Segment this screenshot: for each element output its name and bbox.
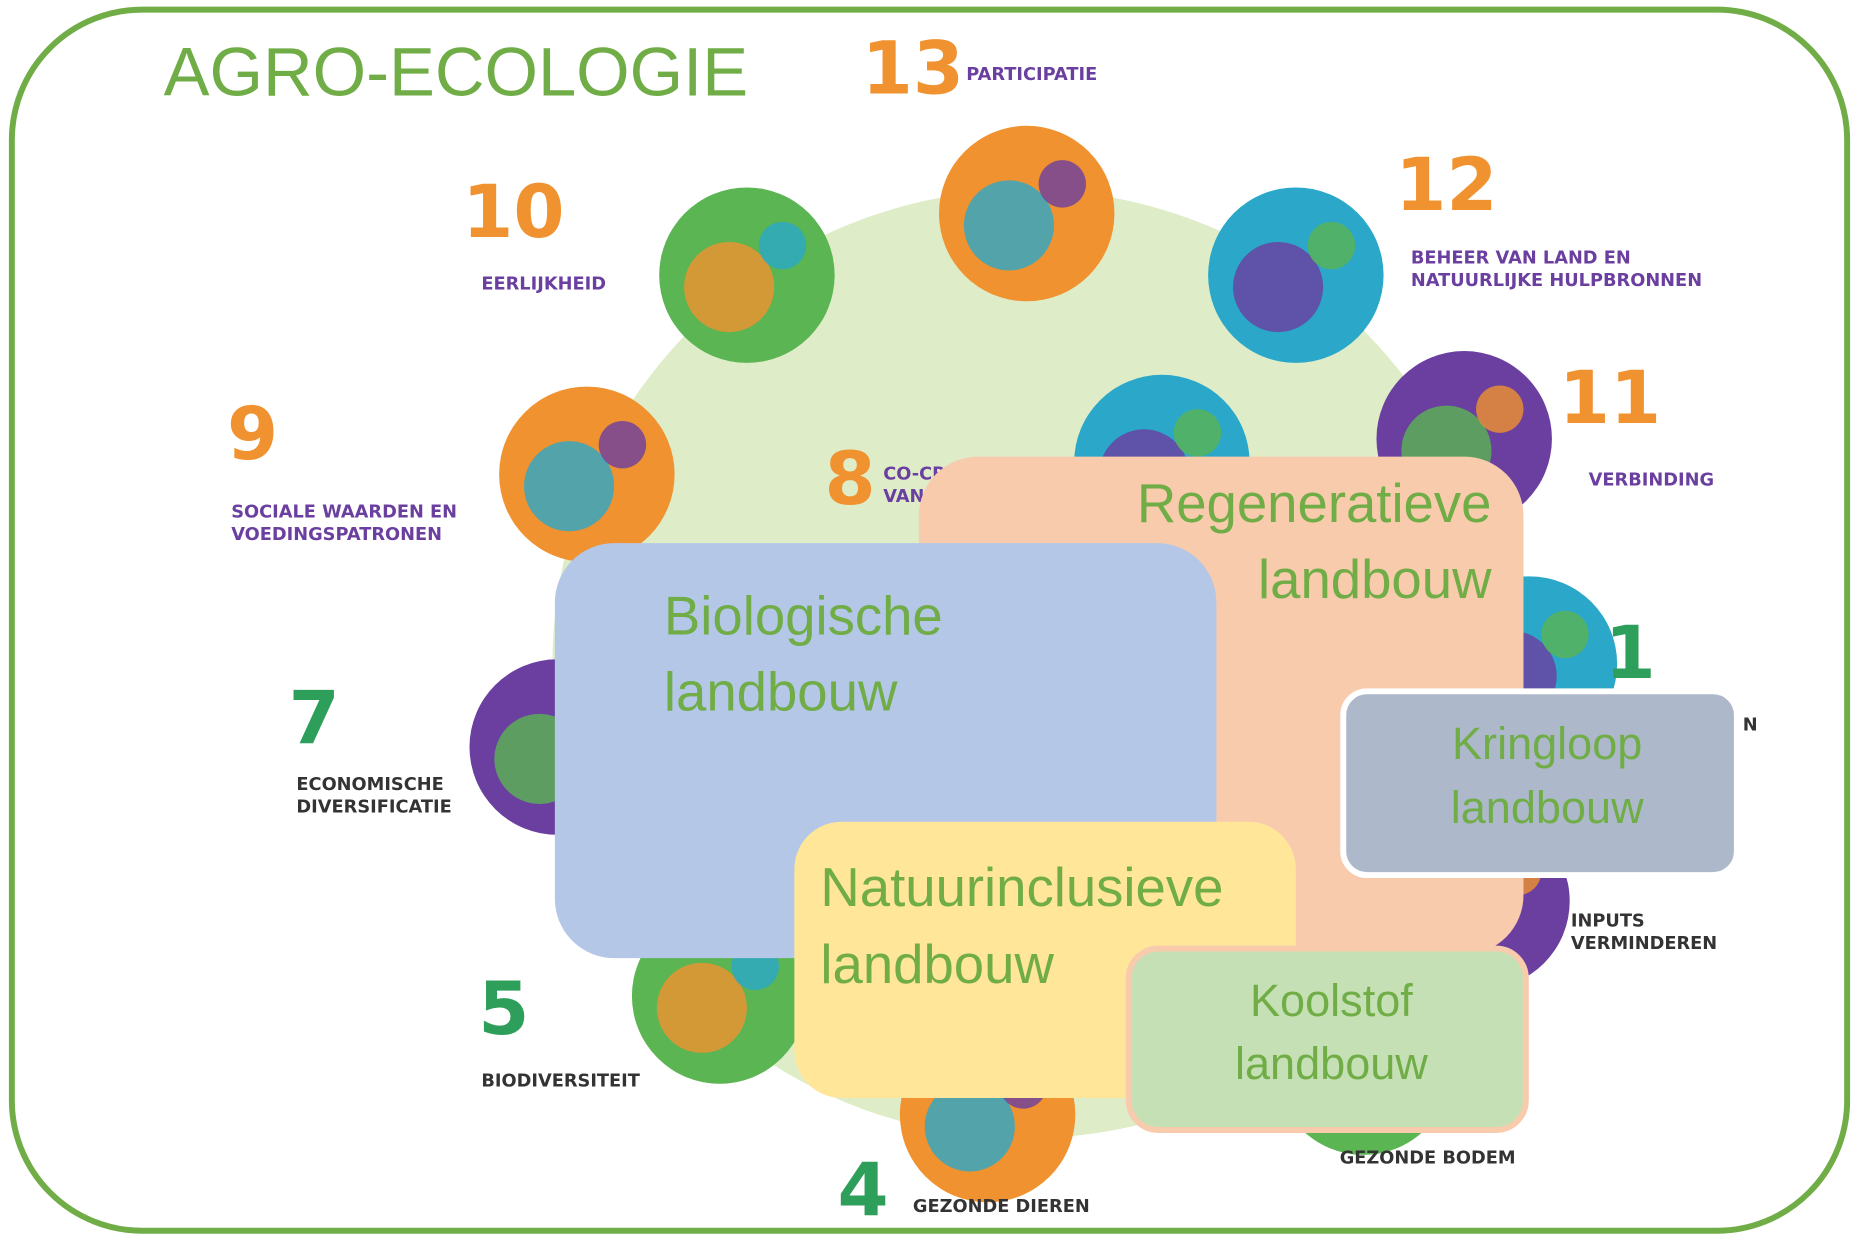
principle-number: 11 [1559, 356, 1661, 441]
principle-number: 13 [862, 27, 964, 112]
approach-label: landbouw [1451, 782, 1644, 833]
principle-number: 9 [227, 392, 278, 477]
principle-label: DIVERSIFICATIE [296, 797, 451, 818]
illustration-inner [524, 441, 614, 531]
principle-label: ECONOMISCHE [296, 774, 443, 795]
principle-number: 5 [478, 967, 529, 1052]
principle-label: GEZONDE DIEREN [913, 1196, 1090, 1217]
principle-label: EERLIJKHEID [481, 274, 606, 295]
illustration-inner [657, 963, 747, 1053]
principle-label: VOEDINGSPATRONEN [231, 524, 442, 545]
principle-number: 7 [289, 676, 340, 761]
principle-label: VERMINDEREN [1571, 933, 1717, 954]
approach-label: landbouw [664, 661, 898, 722]
diagram: AGRO-ECOLOGIE 13PARTICIPATIE 12 BEHEER VAN… [0, 0, 1859, 1238]
illustration-detail [599, 421, 646, 468]
principle-number: 12 [1395, 143, 1497, 228]
principle-number: 8 [824, 437, 875, 522]
illustration-detail [759, 222, 806, 269]
illustration-detail [1541, 611, 1588, 658]
principle-label: BEHEER VAN LAND EN [1411, 248, 1631, 269]
approach-label: Regeneratieve [1137, 473, 1492, 534]
illustration-inner [684, 242, 774, 332]
approach-label: landbouw [820, 934, 1054, 995]
illustration-detail [1174, 409, 1221, 456]
principle-label: PARTICIPATIE [966, 64, 1097, 85]
title: AGRO-ECOLOGIE [164, 33, 748, 110]
illustration-inner [964, 180, 1054, 270]
illustration-detail [1476, 385, 1523, 432]
approach-label: landbouw [1258, 549, 1492, 610]
principle-number: 10 [462, 170, 564, 255]
principle-label: INPUTS [1571, 910, 1645, 931]
principle-label: NATUURLIJKE HULPBRONNEN [1411, 270, 1702, 291]
principle-label: GEZONDE BODEM [1340, 1147, 1516, 1168]
approach-label: Biologische [664, 586, 943, 647]
approach-label: Kringloop [1452, 718, 1642, 769]
approach-label: Koolstof [1250, 975, 1413, 1026]
approach-label: Natuurinclusieve [820, 857, 1223, 918]
principle-label: SOCIALE WAARDEN EN [231, 501, 457, 522]
approach-label: landbouw [1235, 1038, 1428, 1089]
illustration-detail [1308, 222, 1355, 269]
principle-label: VAN [883, 486, 924, 507]
principle-number: 4 [838, 1148, 889, 1233]
principle-number: 1 [1605, 611, 1656, 696]
principle-label: BIODIVERSITEIT [481, 1070, 640, 1091]
principle-label: VERBINDING [1589, 469, 1714, 490]
principle-label: N [1743, 715, 1758, 736]
illustration-inner [1233, 242, 1323, 332]
illustration-detail [1039, 160, 1086, 207]
